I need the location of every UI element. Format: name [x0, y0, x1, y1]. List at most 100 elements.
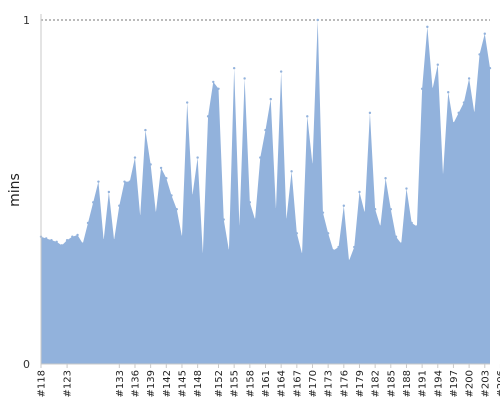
- data-point: [248, 201, 252, 204]
- data-point: [139, 214, 142, 218]
- data-point: [65, 238, 69, 242]
- data-point: [384, 177, 387, 180]
- data-point: [457, 111, 460, 115]
- data-point: [337, 245, 340, 249]
- data-point: [170, 194, 173, 197]
- data-point: [259, 156, 262, 159]
- data-point: [60, 244, 64, 247]
- data-point: [358, 190, 361, 194]
- data-point: [326, 232, 330, 235]
- x-tick-label: #148: [193, 370, 204, 397]
- data-point: [123, 180, 126, 183]
- data-point: [473, 111, 476, 115]
- data-point: [201, 252, 205, 256]
- data-point: [389, 208, 392, 211]
- data-point: [217, 87, 220, 91]
- data-point: [185, 101, 189, 104]
- data-point: [149, 163, 152, 166]
- data-point: [306, 115, 309, 118]
- data-point: [50, 238, 53, 242]
- data-point: [426, 25, 429, 29]
- data-point: [353, 245, 356, 249]
- data-point: [488, 66, 492, 70]
- x-tick-label: #133: [115, 370, 126, 397]
- x-tick-label: #161: [261, 370, 272, 397]
- data-point: [316, 18, 319, 22]
- data-point: [102, 238, 105, 242]
- data-point: [227, 249, 231, 252]
- data-point: [133, 156, 137, 159]
- data-point: [295, 232, 299, 235]
- y-axis-title: mins: [7, 173, 23, 207]
- data-point: [483, 32, 486, 35]
- x-tick-label: #136: [130, 370, 141, 397]
- x-tick-label: #142: [162, 370, 173, 397]
- x-tick-label: #145: [177, 370, 188, 397]
- data-point: [394, 235, 398, 238]
- data-point: [321, 211, 325, 214]
- data-point: [452, 122, 455, 125]
- x-tick-label: #182: [371, 370, 382, 397]
- data-point: [206, 115, 210, 118]
- x-tick-label: #152: [214, 370, 225, 397]
- data-point: [97, 180, 100, 183]
- data-point: [300, 252, 304, 256]
- area-series: [41, 20, 490, 364]
- data-point: [112, 238, 116, 242]
- y-tick-label-max: 1: [23, 14, 30, 27]
- data-point: [415, 225, 419, 228]
- data-point: [55, 240, 58, 244]
- data-point: [279, 70, 283, 73]
- x-tick-label: #197: [449, 370, 460, 397]
- data-point: [154, 211, 158, 214]
- data-point: [253, 218, 257, 221]
- data-point: [405, 187, 408, 190]
- data-point: [311, 163, 314, 166]
- x-tick-labels: #118 #123 #133 #136 #139 #142 #145 #148 #152 #155…: [37, 364, 500, 397]
- x-tick-label: #118: [37, 370, 48, 397]
- data-point: [285, 218, 288, 221]
- data-point: [196, 156, 199, 159]
- data-point: [86, 221, 90, 225]
- data-point: [212, 80, 215, 84]
- data-point: [431, 87, 434, 91]
- x-tick-label: #185: [386, 370, 397, 397]
- data-point: [81, 242, 84, 245]
- x-tick-label: #194: [433, 370, 444, 397]
- data-point: [342, 204, 346, 207]
- x-tick-label: #139: [146, 370, 157, 397]
- data-point: [478, 53, 481, 56]
- data-point: [363, 211, 366, 214]
- data-point: [290, 170, 293, 173]
- data-point: [441, 173, 445, 176]
- x-tick-label: #173: [324, 370, 335, 397]
- data-point: [368, 111, 372, 115]
- data-point: [165, 177, 168, 180]
- data-point: [144, 128, 147, 132]
- x-tick-label: #176: [339, 370, 350, 397]
- x-tick-label: #158: [245, 370, 256, 397]
- data-point: [71, 235, 74, 238]
- data-point: [447, 91, 450, 94]
- data-point: [76, 233, 79, 237]
- x-tick-label: #170: [308, 370, 319, 397]
- data-point: [269, 97, 272, 101]
- data-point: [191, 194, 194, 197]
- data-point: [128, 180, 131, 183]
- data-point: [264, 128, 267, 132]
- x-tick-label: #191: [418, 370, 429, 397]
- data-point: [92, 201, 95, 204]
- x-tick-label: #203: [480, 370, 491, 397]
- x-tick-label: #179: [355, 370, 366, 397]
- data-point: [436, 63, 439, 66]
- data-point: [238, 225, 241, 228]
- data-point: [45, 237, 48, 240]
- data-point: [420, 87, 424, 91]
- data-point: [222, 218, 225, 221]
- data-point: [373, 208, 377, 211]
- x-tick-label: #164: [277, 370, 288, 397]
- y-tick-label-min: 0: [23, 358, 30, 371]
- data-point: [379, 225, 382, 228]
- data-point: [232, 66, 236, 70]
- data-point: [159, 166, 163, 170]
